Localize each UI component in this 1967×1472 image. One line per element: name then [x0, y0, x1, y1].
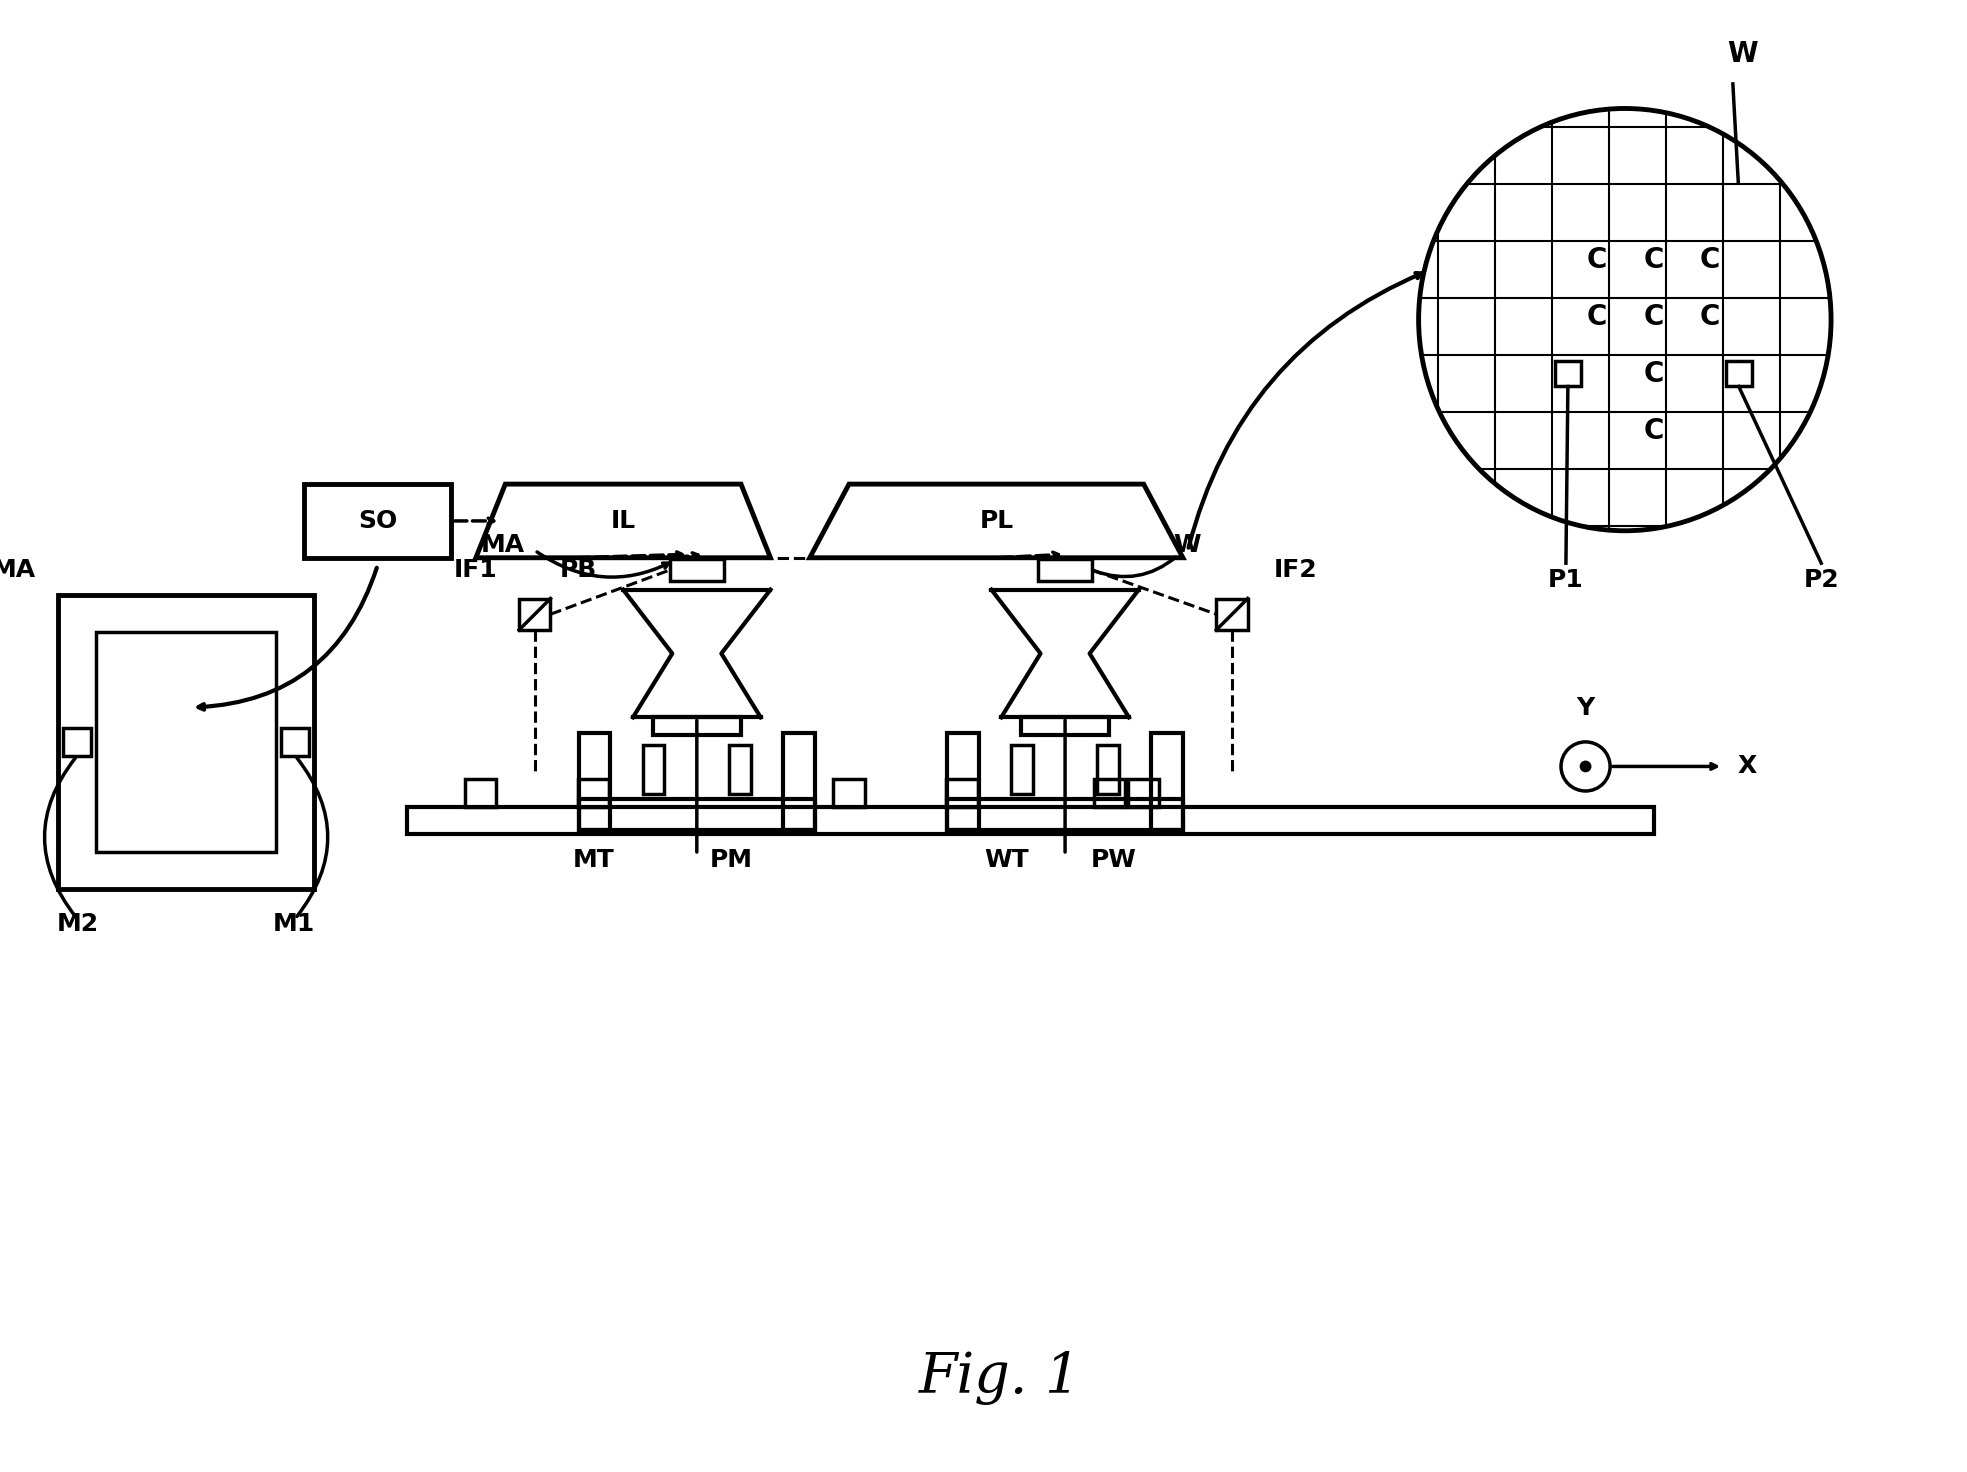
Text: WT: WT	[984, 848, 1029, 871]
Bar	[946, 779, 978, 807]
Text: P1: P1	[1548, 568, 1583, 592]
Text: PM: PM	[710, 848, 753, 871]
Bar	[578, 799, 814, 830]
Bar	[59, 595, 315, 889]
Text: IF1: IF1	[454, 558, 498, 581]
Bar	[1556, 361, 1581, 387]
Text: MT: MT	[572, 848, 614, 871]
Text: M2: M2	[57, 911, 98, 936]
Text: C: C	[1642, 303, 1664, 331]
Bar	[1127, 779, 1159, 807]
Text: X: X	[1739, 755, 1757, 779]
Bar	[578, 779, 610, 807]
Text: C: C	[1642, 417, 1664, 445]
Circle shape	[1580, 761, 1591, 773]
Bar	[1011, 745, 1033, 793]
Bar	[63, 729, 90, 755]
Text: W: W	[1727, 40, 1758, 69]
Text: PW: PW	[1092, 848, 1137, 871]
Bar	[643, 745, 665, 793]
Text: IL: IL	[610, 509, 635, 533]
Text: C: C	[1699, 246, 1721, 274]
Text: Fig. 1: Fig. 1	[919, 1350, 1082, 1404]
Text: SO: SO	[358, 509, 397, 533]
Bar	[407, 807, 1654, 835]
Text: C: C	[1642, 246, 1664, 274]
Text: PB: PB	[559, 558, 596, 581]
Bar	[1098, 745, 1119, 793]
Bar	[1039, 559, 1092, 581]
Text: C: C	[1699, 303, 1721, 331]
Bar	[464, 779, 496, 807]
Text: C: C	[1585, 303, 1607, 331]
Bar	[1151, 733, 1182, 830]
Text: MA: MA	[0, 558, 35, 581]
Text: W: W	[1172, 533, 1200, 558]
Bar	[578, 733, 610, 830]
Bar	[281, 729, 309, 755]
Bar	[948, 799, 1182, 830]
Text: C: C	[1585, 246, 1607, 274]
Bar	[1725, 361, 1751, 387]
Text: C: C	[1642, 359, 1664, 387]
Text: P2: P2	[1804, 568, 1839, 592]
Bar	[96, 631, 277, 852]
Bar	[783, 733, 814, 830]
Bar	[1021, 717, 1109, 735]
Text: Y: Y	[1576, 696, 1595, 720]
Bar	[653, 717, 742, 735]
Text: IF2: IF2	[1275, 558, 1318, 581]
Bar	[671, 559, 724, 581]
Bar	[730, 745, 751, 793]
Bar	[1094, 779, 1125, 807]
Bar	[834, 779, 865, 807]
Bar	[948, 733, 980, 830]
Text: MA: MA	[480, 533, 525, 558]
Text: PL: PL	[980, 509, 1013, 533]
Bar	[1216, 599, 1247, 630]
Bar	[519, 599, 551, 630]
Bar	[305, 484, 450, 558]
Text: M1: M1	[273, 911, 315, 936]
